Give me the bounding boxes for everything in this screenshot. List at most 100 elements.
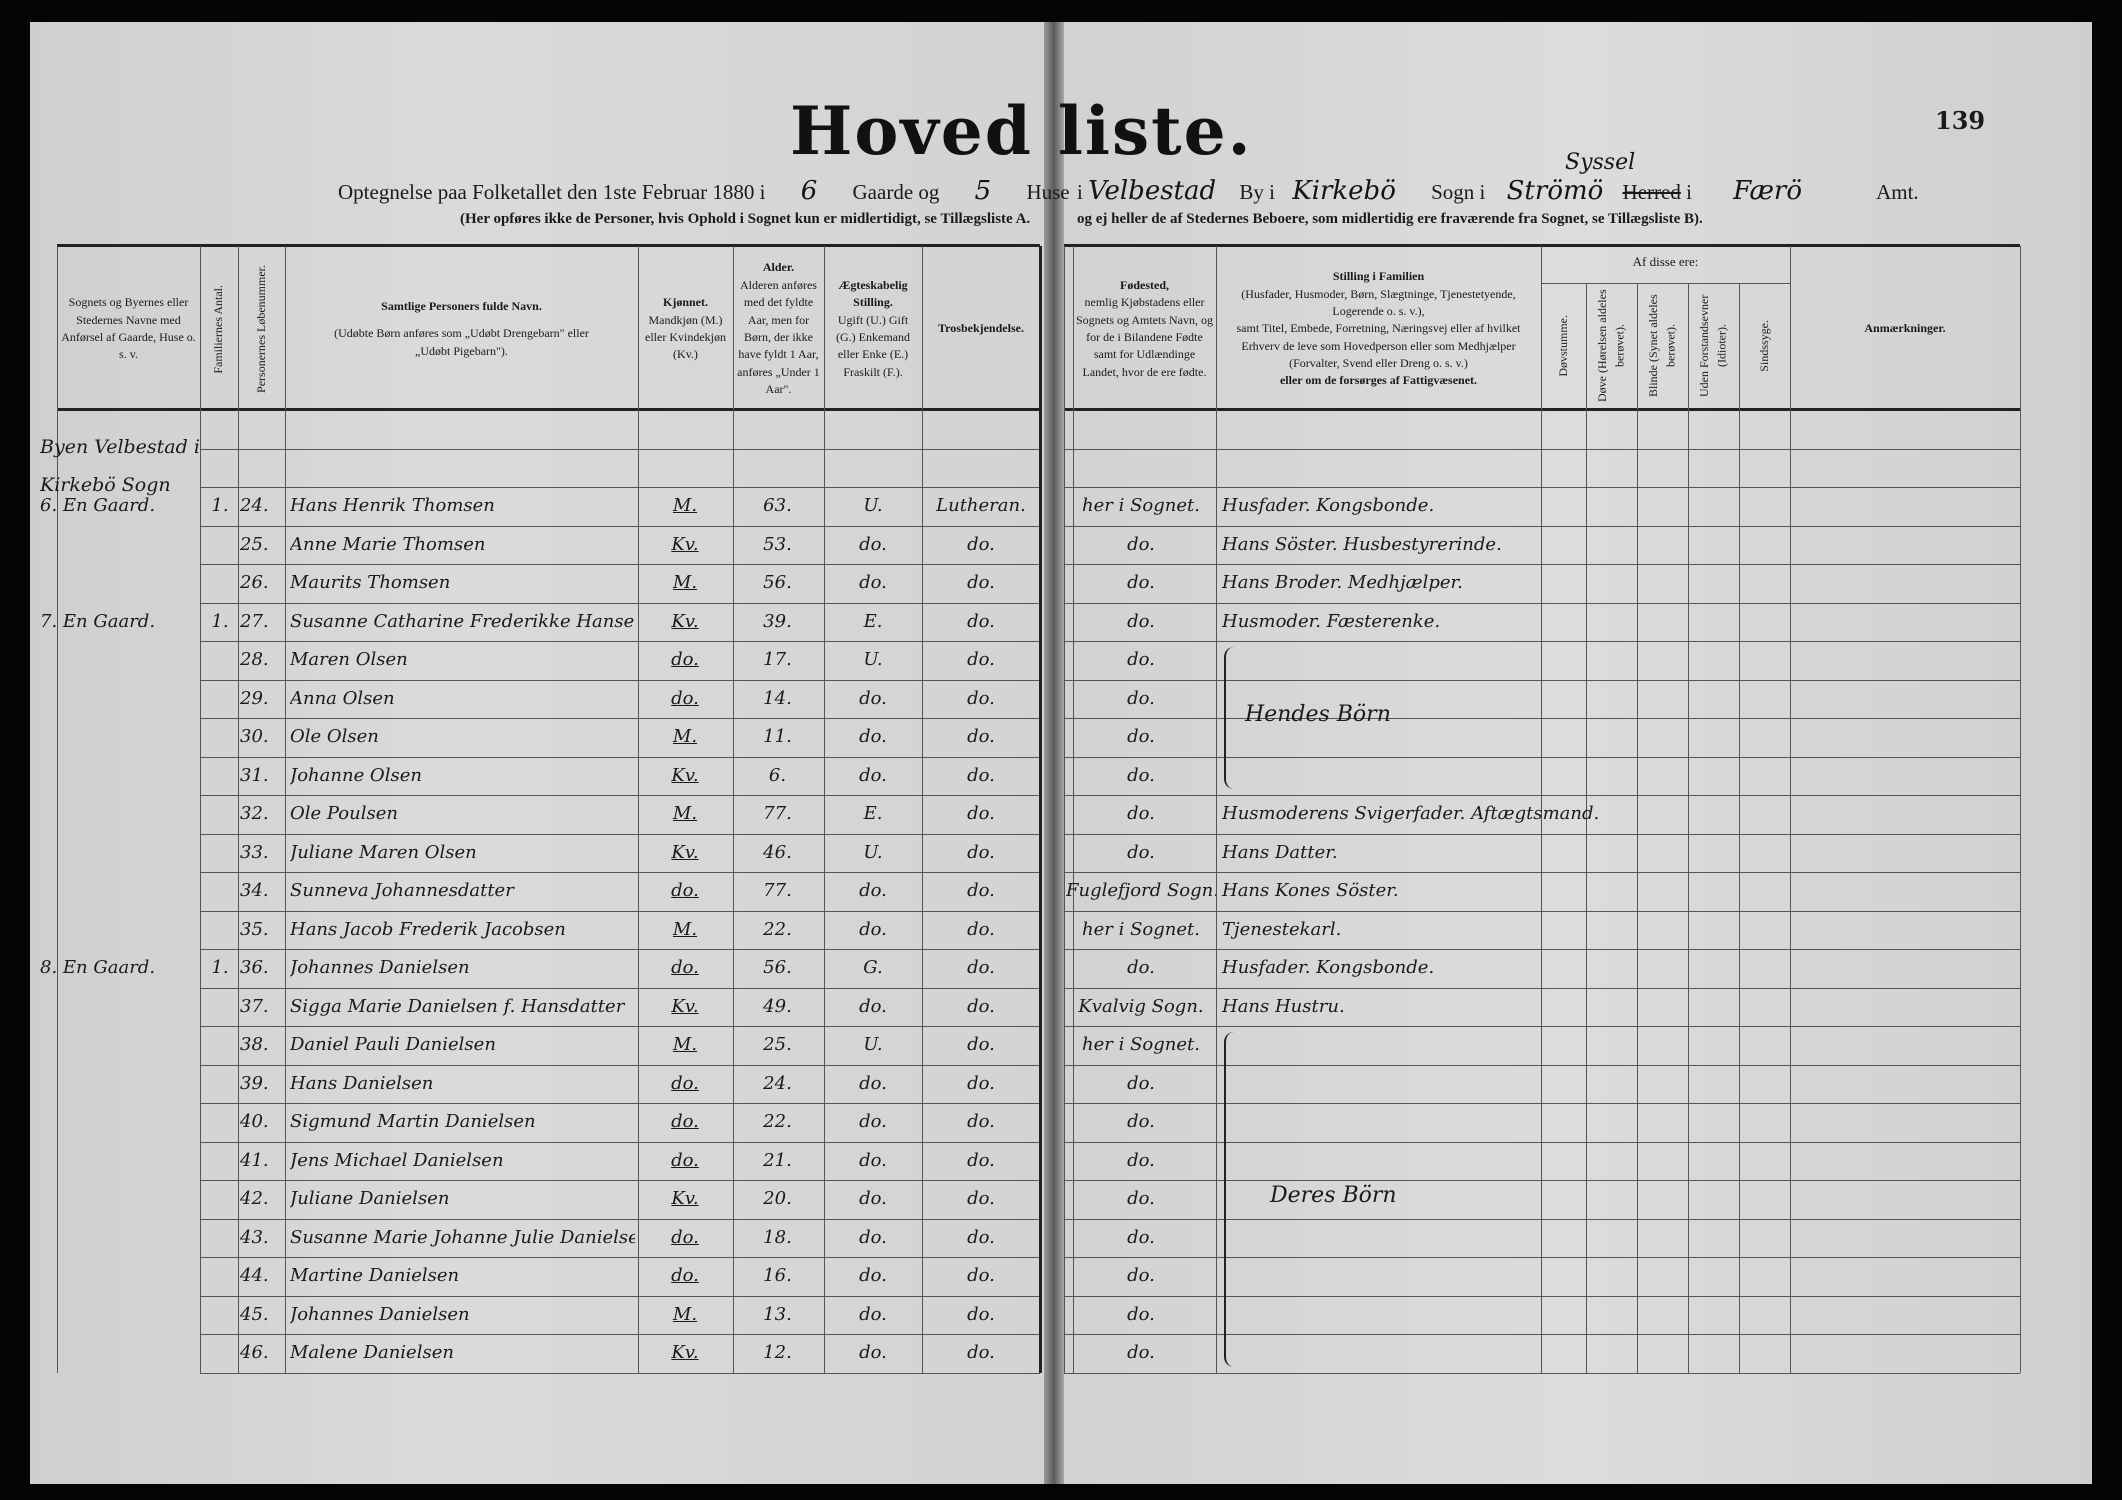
cell-fam: [205, 641, 235, 679]
cell-name: Johannes Danielsen: [290, 957, 470, 978]
cell-name: Ole Olsen: [290, 726, 379, 747]
cell-fam: [205, 1334, 235, 1372]
cell-age: 39.: [763, 611, 792, 632]
col-header-place: Sognets og Byernes eller Stedernes Navne…: [61, 295, 196, 362]
page-title: Hoved liste.: [790, 92, 1253, 170]
cell-religion: do.: [967, 919, 995, 940]
cell-sex: M.: [672, 803, 698, 824]
cell-fam: [205, 526, 235, 564]
cell-religion: do.: [967, 880, 995, 901]
column-rule: [285, 246, 286, 1373]
cell-marital: do.: [859, 1111, 887, 1132]
row-rule: [200, 718, 1040, 719]
cell-sex: do.: [671, 1150, 699, 1171]
cell-place: [40, 1065, 200, 1103]
cell-name: Juliane Maren Olsen: [290, 842, 477, 863]
cell-marital: do.: [859, 919, 887, 940]
row-rule: [200, 564, 1040, 565]
column-rule: [1739, 284, 1740, 1373]
cell-fam: [205, 680, 235, 718]
cell-religion: do.: [967, 1150, 995, 1171]
gaarde-label: Gaarde og: [852, 180, 940, 204]
cell-marital: do.: [859, 1265, 887, 1286]
cell-marital: E.: [863, 611, 883, 632]
cell-name: Maurits Thomsen: [290, 572, 451, 593]
cell-sex: do.: [671, 957, 699, 978]
by-label: By i: [1239, 180, 1275, 204]
cell-sex: do.: [671, 1111, 699, 1132]
cell-marital: do.: [859, 688, 887, 709]
cell-nr: 46.: [240, 1342, 269, 1363]
cell-marital: do.: [859, 1304, 887, 1325]
cell-marital: do.: [859, 1150, 887, 1171]
cell-position: [1222, 1257, 1782, 1295]
cell-fam: [205, 1180, 235, 1218]
col-header-birthplace: Fødested, nemlig Kjøbstadens eller Sogne…: [1073, 250, 1216, 408]
cell-name: Ole Poulsen: [290, 803, 398, 824]
cell-place: [40, 680, 200, 718]
position-note-3: eller om de forsørges af Fattigvæsenet.: [1279, 373, 1478, 388]
cell-birthplace: do.: [1127, 1342, 1155, 1363]
column-rule: [1586, 284, 1587, 1373]
table-top-rule-left: [57, 244, 1040, 247]
cell-fam: [205, 872, 235, 910]
cell-birthplace: do.: [1127, 1304, 1155, 1325]
cell-birthplace: do.: [1127, 534, 1155, 555]
cell-birthplace: do.: [1127, 765, 1155, 786]
cell-sex: do.: [671, 1227, 699, 1248]
cell-religion: do.: [967, 649, 995, 670]
row-rule: [1064, 834, 2020, 835]
cell-nr: 36.: [240, 957, 269, 978]
cell-name: Johannes Danielsen: [290, 1304, 470, 1325]
cell-birthplace: do.: [1127, 1111, 1155, 1132]
cell-fam: [205, 988, 235, 1026]
herred-suffix: i: [1686, 180, 1692, 204]
cell-religion: do.: [967, 996, 995, 1017]
col-header-position: Stilling i Familien (Husfader, Husmoder,…: [1216, 250, 1541, 408]
cell-name: Hans Henrik Thomsen: [290, 495, 495, 516]
cell-place: [40, 526, 200, 564]
cell-marital: U.: [863, 842, 883, 863]
cell-name: Sigga Marie Danielsen f. Hansdatter: [290, 996, 625, 1017]
row-rule: [1064, 949, 2020, 950]
row-rule: [200, 949, 1040, 950]
row-rule: [1064, 1296, 2020, 1297]
position-note-1: (Husfader, Husmoder, Børn, Slægtninge, T…: [1241, 286, 1516, 318]
huse-value: 5: [974, 176, 992, 206]
cell-place: [40, 1026, 200, 1064]
row-rule: [1064, 795, 2020, 796]
row-rule: [1064, 1373, 2020, 1374]
cell-age: 21.: [763, 1150, 792, 1171]
row-rule: [200, 988, 1040, 989]
row-rule: [200, 1219, 1040, 1220]
header-bottom-rule-right: [1064, 408, 2020, 411]
table-top-rule-right: [1064, 244, 2020, 247]
cell-age: 20.: [763, 1188, 792, 1209]
cell-nr: 38.: [240, 1034, 269, 1055]
row-rule: [1064, 526, 2020, 527]
cell-nr: 35.: [240, 919, 269, 940]
cell-birthplace: her i Sognet.: [1082, 919, 1200, 940]
age-note: Alderen anføres med det fyldte Aar, men …: [737, 277, 820, 397]
huse-label: Huse: [1026, 180, 1070, 204]
sogn-label: Sogn i: [1431, 180, 1486, 204]
cell-nr: 44.: [240, 1265, 269, 1286]
cell-fam: [205, 1257, 235, 1295]
cell-name: Anne Marie Thomsen: [290, 534, 486, 555]
cell-place: [40, 757, 200, 795]
cell-birthplace: do.: [1127, 842, 1155, 863]
col-header-idiots: Uden Forstandsevner (Idioter).: [1688, 284, 1739, 408]
cell-religion: do.: [967, 1342, 995, 1363]
cell-name: Hans Jacob Frederik Jacobsen: [290, 919, 566, 940]
cell-place: [40, 911, 200, 949]
cell-nr: 30.: [240, 726, 269, 747]
cell-age: 25.: [763, 1034, 792, 1055]
cell-nr: 31.: [240, 765, 269, 786]
cell-nr: 24.: [240, 495, 269, 516]
row-rule: [1064, 1142, 2020, 1143]
cell-name: Hans Danielsen: [290, 1073, 434, 1094]
cell-position: Husfader. Kongsbonde.: [1222, 957, 1435, 978]
column-rule: [733, 246, 734, 1373]
row-rule: [200, 1142, 1040, 1143]
cell-marital: G.: [863, 957, 883, 978]
